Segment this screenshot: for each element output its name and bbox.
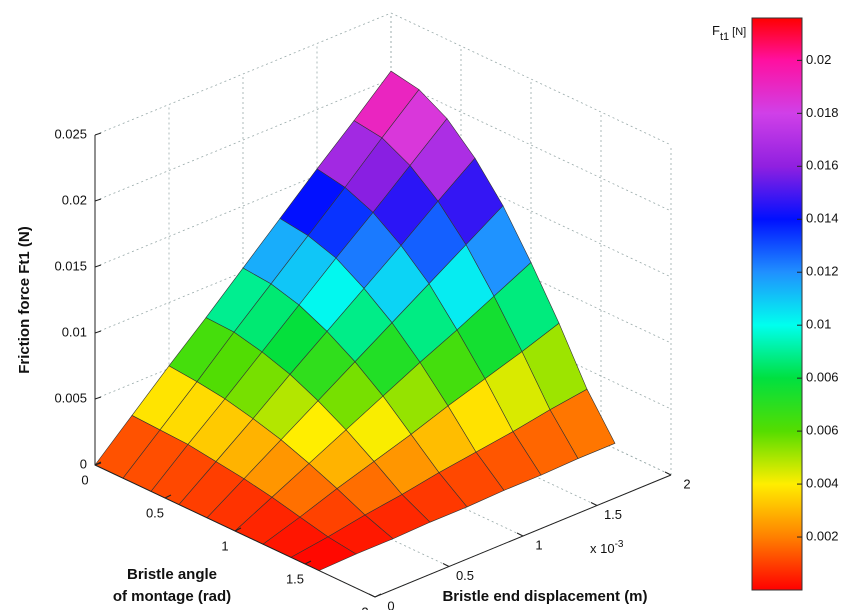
z-tick-label: 0.01 — [62, 324, 87, 339]
y-tick-label: 1 — [221, 538, 228, 553]
colorbar-tick-label: 0.018 — [806, 105, 839, 120]
colorbar-tick-label: 0.016 — [806, 158, 839, 173]
colorbar-tick-label: 0.004 — [806, 476, 839, 491]
grid-line — [94, 12, 392, 136]
y-axis-label: Bristle angle — [127, 566, 217, 583]
colorbar-title: Ft1 [N] — [712, 23, 746, 42]
y-tick — [94, 461, 102, 466]
colorbar-tick-label: 0.01 — [806, 317, 831, 332]
x-tick-label: 0 — [387, 598, 394, 610]
z-tick — [94, 330, 102, 334]
grid-line — [390, 12, 672, 146]
x-tick — [590, 502, 598, 506]
x-axis-label: Bristle end displacement (m) — [442, 588, 647, 605]
x-multiplier: x 10-3 — [590, 539, 624, 557]
colorbar-tick-label: 0.014 — [806, 211, 839, 226]
y-tick-label: 0.5 — [146, 505, 164, 520]
grid-line — [390, 78, 672, 212]
x-tick-label: 1.5 — [604, 507, 622, 522]
z-tick-label: 0.025 — [54, 126, 87, 141]
colorbar-tick-label: 0.006 — [806, 423, 839, 438]
y-tick — [164, 494, 172, 499]
colorbar-unit: [N] — [732, 26, 746, 38]
y-axis-label: of montage (rad) — [113, 588, 231, 605]
y-tick — [374, 593, 382, 598]
x-tick-label: 1 — [535, 537, 542, 552]
x-tick — [442, 563, 450, 567]
colorbar-symbol: F — [712, 23, 720, 38]
y-tick — [304, 560, 312, 565]
multiplier-base: x 10 — [590, 541, 615, 556]
colorbar-tick-label: 0.006 — [806, 370, 839, 385]
colorbar-tick-label: 0.002 — [806, 528, 839, 543]
z-tick — [94, 132, 102, 136]
y-tick-label: 2 — [361, 604, 368, 610]
z-axis-label: Friction force Ft1 (N) — [16, 226, 33, 374]
z-tick-label: 0.005 — [54, 390, 87, 405]
grid-line — [94, 78, 392, 202]
y-tick-label: 0 — [81, 472, 88, 487]
z-tick-label: 0 — [80, 456, 87, 471]
z-tick — [94, 264, 102, 268]
z-tick — [94, 198, 102, 202]
colorbar-tick-label: 0.02 — [806, 52, 831, 67]
z-tick-label: 0.02 — [62, 192, 87, 207]
multiplier-exponent: -3 — [615, 539, 624, 550]
z-tick-label: 0.015 — [54, 258, 87, 273]
colorbar — [751, 17, 803, 591]
colorbar-subscript: t1 — [720, 31, 729, 43]
y-tick-label: 1.5 — [286, 571, 304, 586]
colorbar-tick-label: 0.012 — [806, 264, 839, 279]
x-tick — [664, 471, 672, 476]
x-tick-label: 2 — [683, 476, 690, 491]
x-tick — [368, 593, 376, 598]
x-tick — [516, 532, 524, 537]
z-tick — [94, 396, 102, 400]
y-tick — [234, 527, 242, 532]
x-tick-label: 0.5 — [456, 568, 474, 583]
